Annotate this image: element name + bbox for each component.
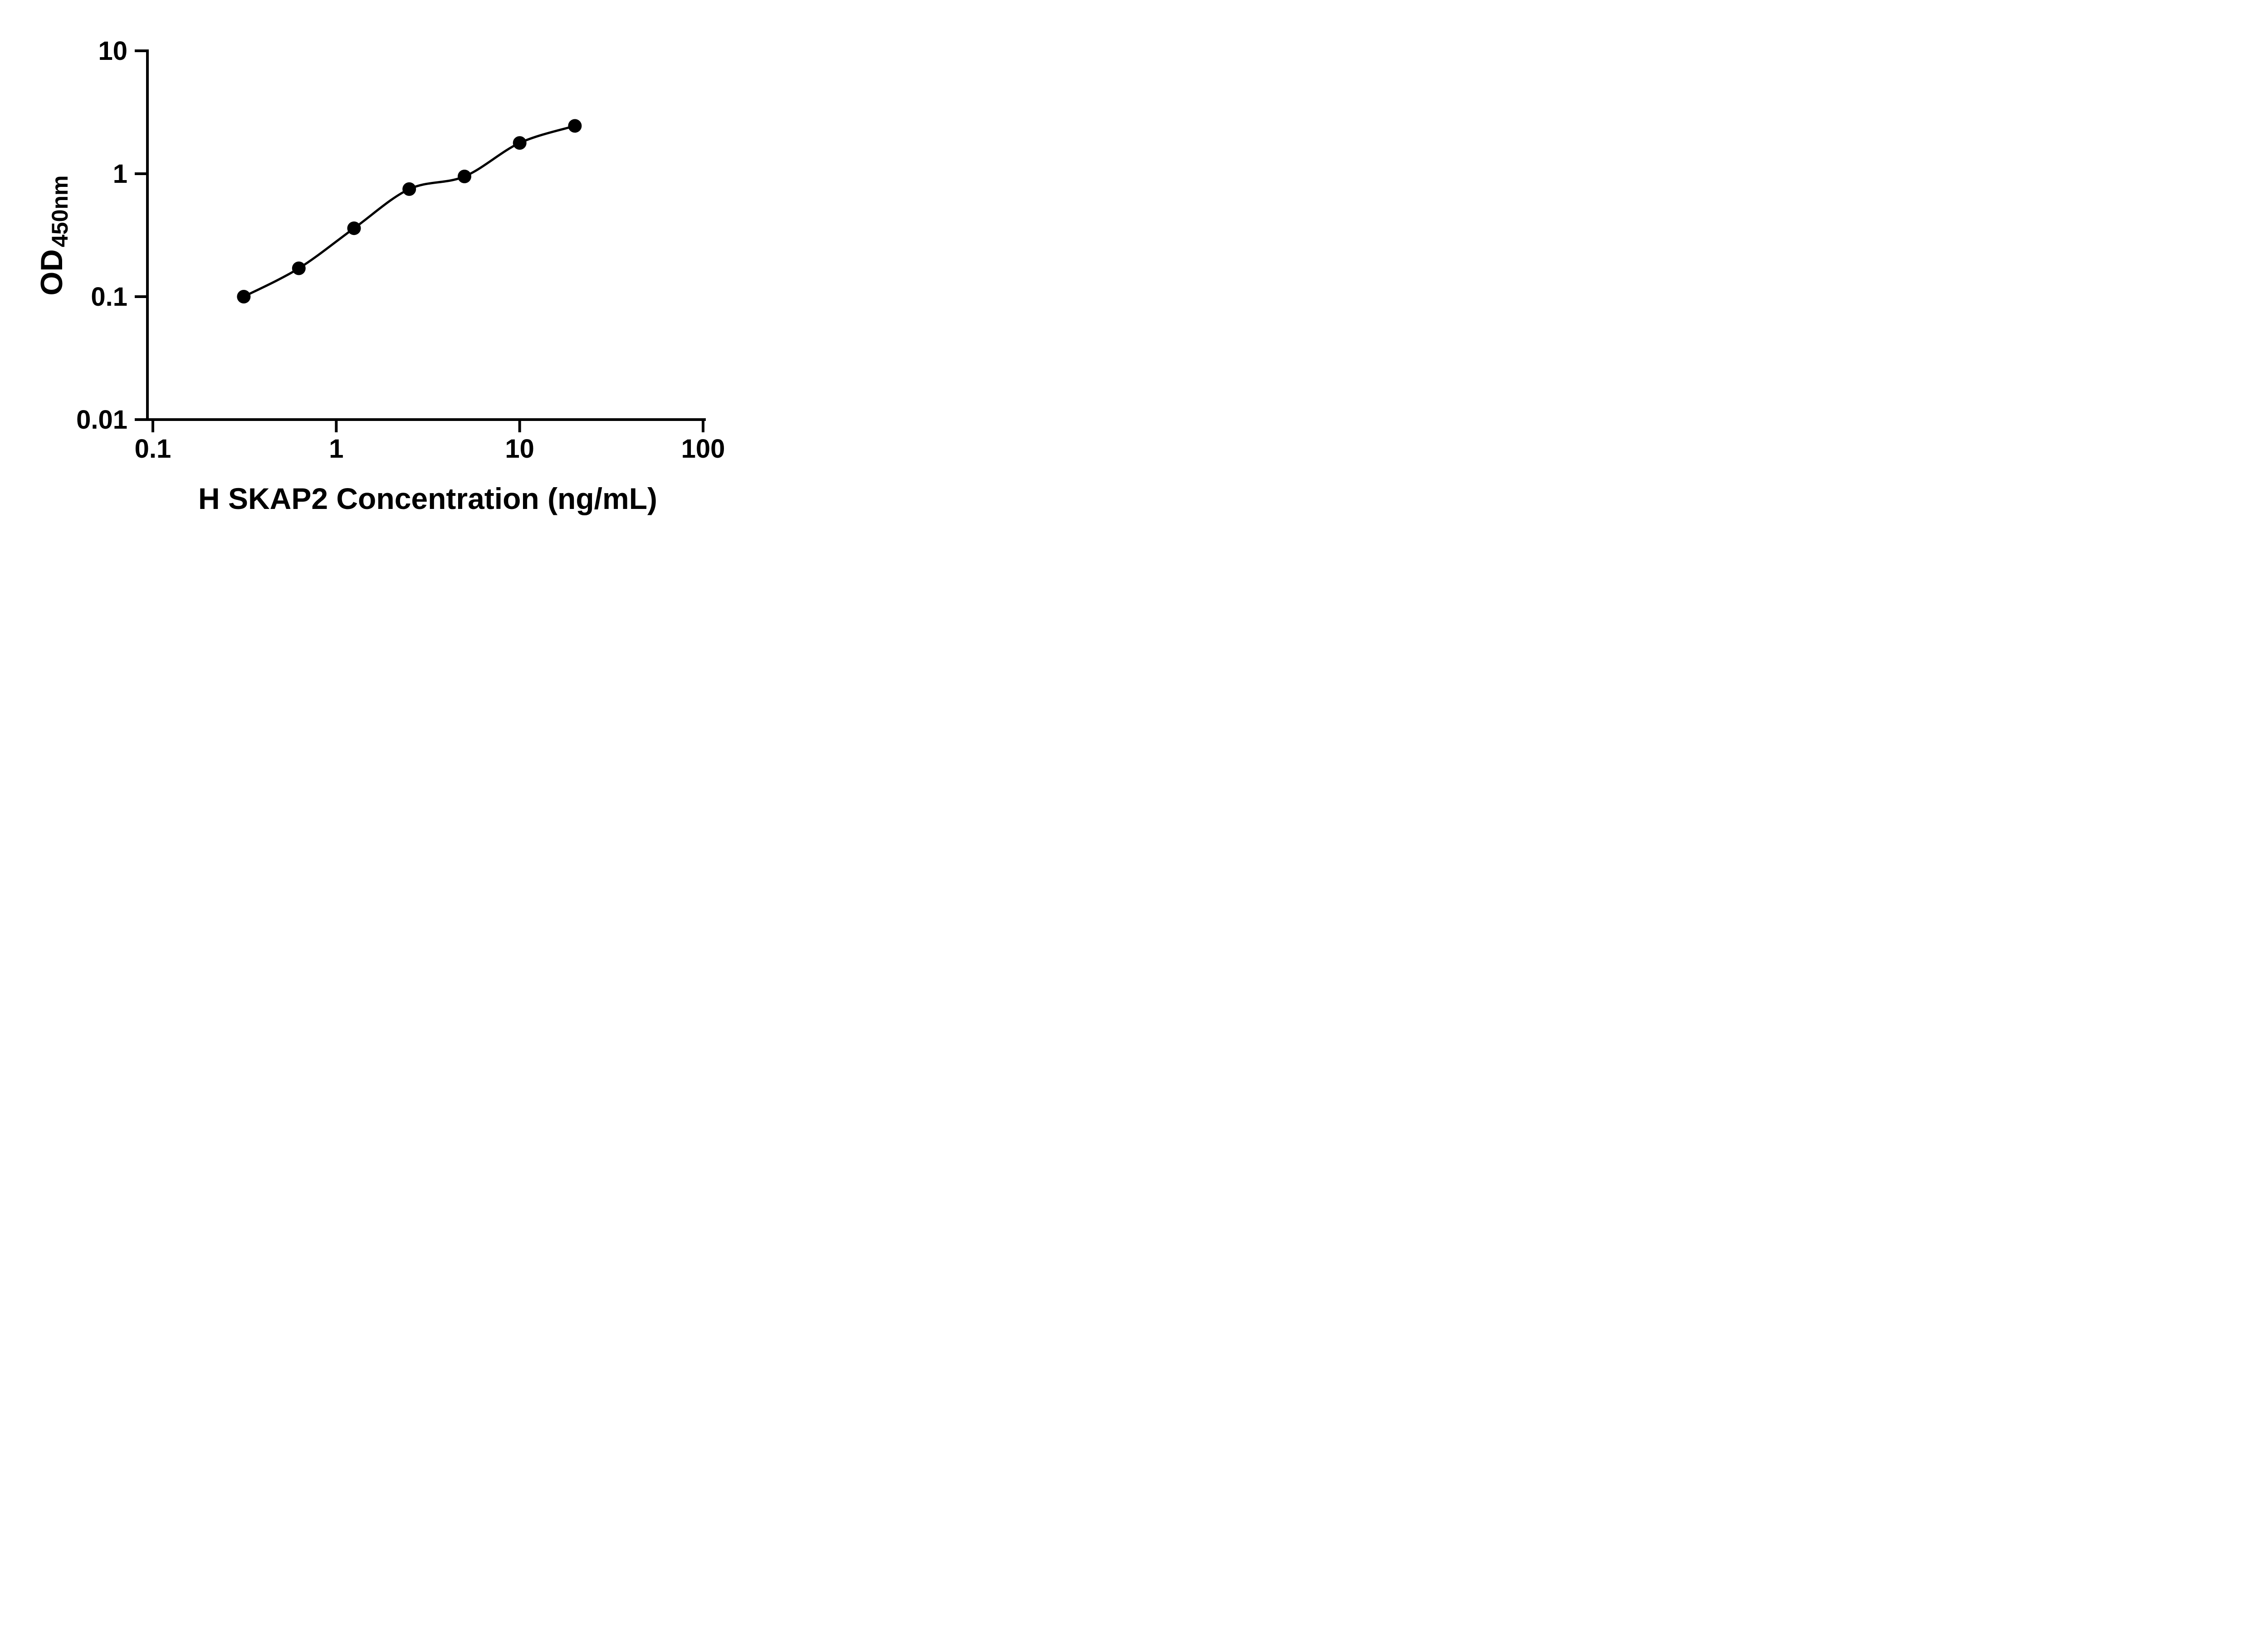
x-tick-label: 10 xyxy=(505,434,534,464)
axes: 10 1 0.1 0.01 0.1 1 10 100 xyxy=(76,36,725,464)
y-axis-title-sub: 450nm xyxy=(47,176,73,247)
x-tick-label: 1 xyxy=(329,434,343,464)
y-tick-label: 10 xyxy=(98,36,127,66)
x-tick-label: 100 xyxy=(681,434,725,464)
y-axis-title: OD 450nm xyxy=(34,176,73,296)
data-points xyxy=(237,119,582,303)
data-point xyxy=(513,136,527,150)
y-tick-label: 0.1 xyxy=(91,282,127,312)
y-axis-title-main: OD xyxy=(34,249,69,295)
x-axis-title: H SKAP2 Concentration (ng/mL) xyxy=(198,482,657,515)
data-point xyxy=(568,119,582,133)
y-tick-label: 0.01 xyxy=(76,405,127,435)
data-point xyxy=(237,290,251,303)
data-point xyxy=(347,221,361,235)
elisa-standard-curve-figure: 10 1 0.1 0.01 0.1 1 10 100 H SKAP2 Concentratio… xyxy=(0,0,776,544)
y-tick-label: 1 xyxy=(113,159,127,189)
x-tick-label: 0.1 xyxy=(135,434,171,464)
data-point xyxy=(292,261,306,275)
plot-svg: 10 1 0.1 0.01 0.1 1 10 100 H SKAP2 Concentratio… xyxy=(34,36,725,515)
data-point xyxy=(402,182,416,196)
data-point xyxy=(458,170,471,183)
